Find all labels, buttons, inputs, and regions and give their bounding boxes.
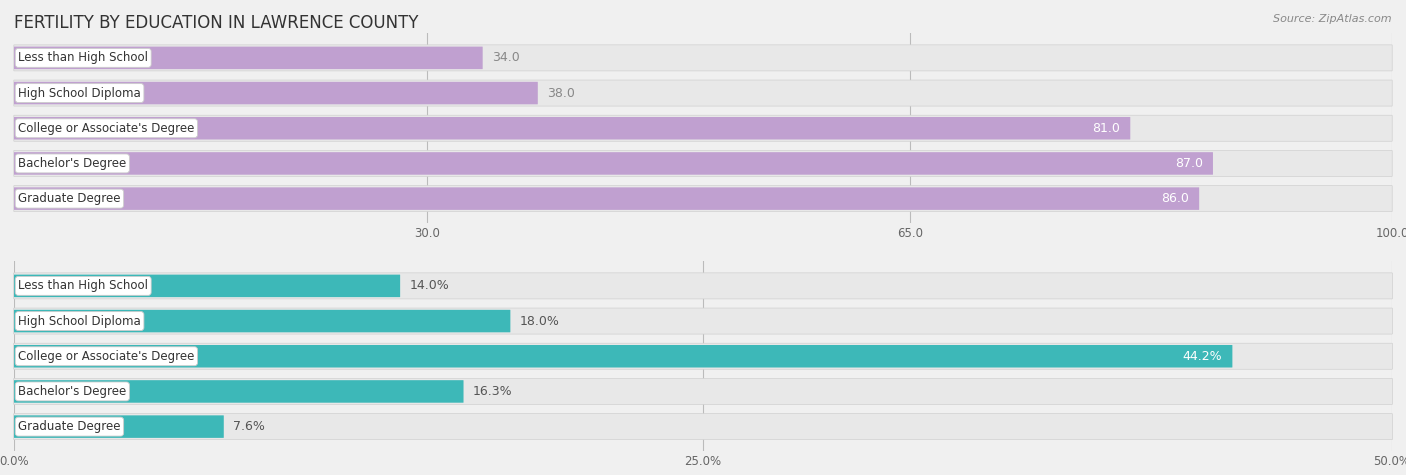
FancyBboxPatch shape [14, 414, 1392, 440]
FancyBboxPatch shape [14, 152, 1213, 175]
Text: College or Associate's Degree: College or Associate's Degree [18, 350, 194, 363]
Text: Graduate Degree: Graduate Degree [18, 420, 121, 433]
FancyBboxPatch shape [14, 45, 1392, 71]
Text: Bachelor's Degree: Bachelor's Degree [18, 385, 127, 398]
FancyBboxPatch shape [14, 117, 1130, 140]
Text: Graduate Degree: Graduate Degree [18, 192, 121, 205]
FancyBboxPatch shape [14, 415, 224, 438]
Text: 16.3%: 16.3% [472, 385, 513, 398]
Text: 7.6%: 7.6% [233, 420, 264, 433]
Text: Bachelor's Degree: Bachelor's Degree [18, 157, 127, 170]
Text: College or Associate's Degree: College or Associate's Degree [18, 122, 194, 135]
FancyBboxPatch shape [14, 80, 1392, 106]
Text: Less than High School: Less than High School [18, 51, 148, 65]
FancyBboxPatch shape [14, 308, 1392, 334]
Text: 18.0%: 18.0% [520, 314, 560, 328]
Text: 87.0: 87.0 [1175, 157, 1204, 170]
Text: FERTILITY BY EDUCATION IN LAWRENCE COUNTY: FERTILITY BY EDUCATION IN LAWRENCE COUNT… [14, 14, 419, 32]
FancyBboxPatch shape [14, 186, 1392, 212]
FancyBboxPatch shape [14, 343, 1392, 369]
Text: 14.0%: 14.0% [409, 279, 450, 293]
FancyBboxPatch shape [14, 273, 1392, 299]
Text: High School Diploma: High School Diploma [18, 86, 141, 100]
FancyBboxPatch shape [14, 187, 1199, 210]
Text: 34.0: 34.0 [492, 51, 520, 65]
Text: Less than High School: Less than High School [18, 279, 148, 293]
Text: 81.0: 81.0 [1092, 122, 1121, 135]
FancyBboxPatch shape [14, 380, 464, 403]
FancyBboxPatch shape [14, 379, 1392, 404]
FancyBboxPatch shape [14, 115, 1392, 141]
FancyBboxPatch shape [14, 345, 1233, 368]
FancyBboxPatch shape [14, 310, 510, 332]
FancyBboxPatch shape [14, 275, 401, 297]
Text: 86.0: 86.0 [1161, 192, 1189, 205]
Text: Source: ZipAtlas.com: Source: ZipAtlas.com [1274, 14, 1392, 24]
Text: 44.2%: 44.2% [1182, 350, 1222, 363]
FancyBboxPatch shape [14, 47, 482, 69]
Text: 38.0: 38.0 [547, 86, 575, 100]
Text: High School Diploma: High School Diploma [18, 314, 141, 328]
FancyBboxPatch shape [14, 151, 1392, 176]
FancyBboxPatch shape [14, 82, 537, 104]
